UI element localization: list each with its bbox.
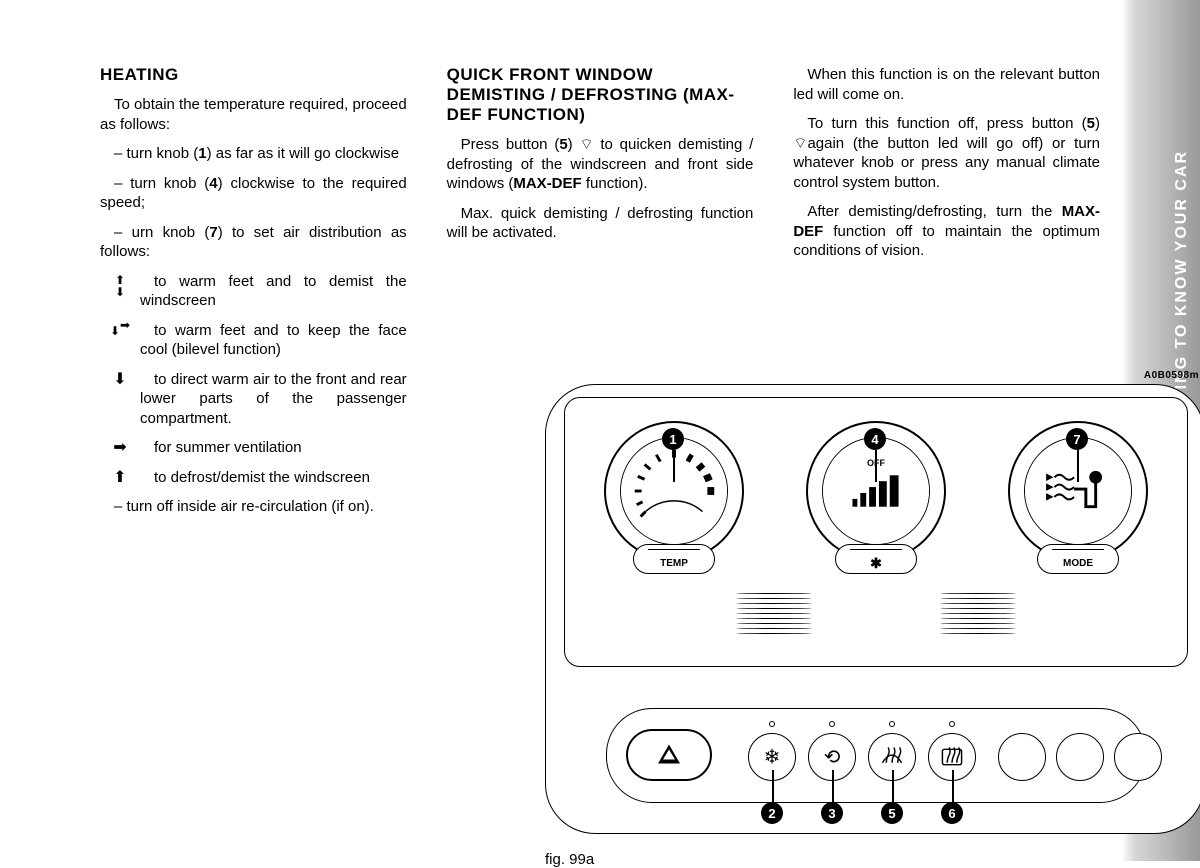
temp-pill: TEMP (633, 544, 715, 574)
heating-p4: – urn knob (7) to set air distribution a… (100, 223, 407, 262)
col3-p2: To turn this function off, press button … (793, 114, 1100, 192)
mode-label: MODE (1063, 558, 1093, 569)
callout-7-line (1077, 450, 1079, 482)
callout-3-line (832, 770, 834, 802)
blank-button-2 (1056, 733, 1104, 781)
temp-label: TEMP (660, 558, 688, 569)
callout-2: 2 (761, 802, 783, 824)
callout-6-line (952, 770, 954, 802)
row-downright: ⬇➡ to warm feet and to keep the face coo… (100, 321, 407, 370)
row-downright-text: to warm feet and to keep the face cool (… (140, 321, 407, 360)
row-updown-text: to warm feet and to demist the windscree… (140, 272, 407, 311)
row-down-text: to direct warm air to the front and rear… (140, 370, 407, 429)
led-5 (889, 721, 895, 727)
downright-icon: ⬇➡ (100, 321, 140, 339)
blank-button-3 (1114, 733, 1162, 781)
callout-1-line (673, 450, 675, 482)
climate-control-figure: A0B0598m fig. 99a (545, 370, 1200, 850)
led-6 (949, 721, 955, 727)
fan-icon: ✱ (870, 555, 882, 572)
row-right: ➡ for summer ventilation (100, 438, 407, 468)
right-icon: ➡ (100, 438, 140, 456)
row-updown: ⬆⬇ to warm feet and to demist the windsc… (100, 272, 407, 321)
callout-4: 4 (864, 428, 886, 450)
vent-right (940, 593, 1016, 643)
row-right-text: for summer ventilation (140, 438, 407, 458)
figure-code: A0B0598m (1144, 370, 1199, 381)
col3-p1: When this function is on the relevant bu… (793, 65, 1100, 104)
up-icon: ⬆ (100, 468, 140, 486)
hazard-button (626, 729, 712, 781)
row-up-text: to defrost/demist the windscreen (140, 468, 407, 488)
hazard-triangle-icon (658, 745, 680, 764)
col-heating: HEATING To obtain the temperature requir… (100, 65, 407, 527)
maxdef-heading: QUICK FRONT WINDOW DEMISTING / DEFROSTIN… (447, 65, 754, 125)
callout-3: 3 (821, 802, 843, 824)
callout-4-line (875, 450, 877, 482)
led-3 (829, 721, 835, 727)
recirc-icon: ⟲ (824, 745, 841, 770)
figure-label: fig. 99a (545, 851, 594, 868)
maxdef-p1: Press button (5) ⌔ to quicken demisting … (447, 135, 754, 194)
row-down: ⬇ to direct warm air to the front and re… (100, 370, 407, 439)
heating-p2: – turn knob (1) as far as it will go clo… (100, 144, 407, 164)
heating-p3: – turn knob (4) clockwise to the require… (100, 174, 407, 213)
heating-p5: – turn off inside air re-circulation (if… (100, 497, 407, 517)
callout-2-line (772, 770, 774, 802)
callout-7: 7 (1066, 428, 1088, 450)
updown-icon: ⬆⬇ (100, 272, 140, 298)
heating-p1: To obtain the temperature required, proc… (100, 95, 407, 134)
page-content: HEATING To obtain the temperature requir… (100, 65, 1100, 815)
callout-5-line (892, 770, 894, 802)
maxdef-p2: Max. quick demisting / defrosting functi… (447, 204, 754, 243)
led-2 (769, 721, 775, 727)
col3-p3: After demisting/defrosting, turn the MAX… (793, 202, 1100, 261)
heating-heading: HEATING (100, 65, 407, 85)
snowflake-icon: ❄ (764, 745, 781, 770)
callout-6: 6 (941, 802, 963, 824)
callout-5: 5 (881, 802, 903, 824)
mode-pill: MODE (1037, 544, 1119, 574)
vent-left (736, 593, 812, 643)
down-icon: ⬇ (100, 370, 140, 388)
callout-1: 1 (662, 428, 684, 450)
row-up: ⬆ to defrost/demist the windscreen (100, 468, 407, 498)
fan-pill: ✱ (835, 544, 917, 574)
blank-button-1 (998, 733, 1046, 781)
panel-frame: TEMP OFF (545, 384, 1200, 834)
